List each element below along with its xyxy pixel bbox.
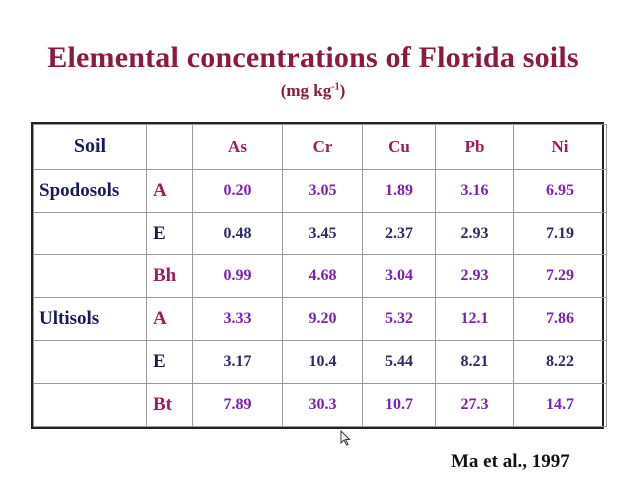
table-row: Bh 0.99 4.68 3.04 2.93 7.29 xyxy=(33,254,607,299)
header-element: As xyxy=(192,124,283,170)
value-cell: 27.3 xyxy=(435,383,514,427)
units-close: ) xyxy=(339,81,346,100)
units-exponent: -1 xyxy=(331,81,340,93)
units-subtitle: (mg kg-1) xyxy=(0,81,626,101)
soil-name xyxy=(33,383,147,427)
horizon-label: Bh xyxy=(146,254,193,299)
citation: Ma et al., 1997 xyxy=(451,451,570,472)
value-cell: 0.48 xyxy=(192,211,283,256)
value-cell: 4.68 xyxy=(282,254,363,299)
value-cell: 10.4 xyxy=(282,340,363,385)
value-cell: 3.05 xyxy=(282,168,363,213)
units-text: (mg kg xyxy=(280,81,332,100)
horizon-label: A xyxy=(146,168,193,213)
value-cell: 1.89 xyxy=(362,168,436,213)
value-cell: 3.45 xyxy=(282,211,363,256)
header-element: Cu xyxy=(362,124,436,170)
table-header-row: Soil As Cr Cu Pb Ni xyxy=(33,124,607,170)
value-cell: 30.3 xyxy=(282,383,363,427)
value-cell: 8.22 xyxy=(513,340,607,385)
value-cell: 12.1 xyxy=(435,297,514,342)
table-row: E 3.17 10.4 5.44 8.21 8.22 xyxy=(33,340,607,385)
soil-name xyxy=(33,211,147,256)
value-cell: 7.86 xyxy=(513,297,607,342)
value-cell: 5.44 xyxy=(362,340,436,385)
table-row: Bt 7.89 30.3 10.7 27.3 14.7 xyxy=(33,383,607,427)
value-cell: 3.17 xyxy=(192,340,283,385)
soil-name xyxy=(33,254,147,299)
value-cell: 3.33 xyxy=(192,297,283,342)
slide-title: Elemental concentrations of Florida soil… xyxy=(47,41,579,74)
horizon-label: Bt xyxy=(146,383,193,427)
value-cell: 7.29 xyxy=(513,254,607,299)
table-row: Spodosols A 0.20 3.05 1.89 3.16 6.95 xyxy=(33,168,607,213)
header-element: Pb xyxy=(435,124,514,170)
value-cell: 2.37 xyxy=(362,211,436,256)
header-element: Ni xyxy=(513,124,607,170)
value-cell: 2.93 xyxy=(435,254,514,299)
horizon-label: E xyxy=(146,340,193,385)
value-cell: 0.99 xyxy=(192,254,283,299)
value-cell: 8.21 xyxy=(435,340,514,385)
table-row: E 0.48 3.45 2.37 2.93 7.19 xyxy=(33,211,607,256)
value-cell: 9.20 xyxy=(282,297,363,342)
value-cell: 14.7 xyxy=(513,383,607,427)
value-cell: 3.04 xyxy=(362,254,436,299)
mouse-pointer-icon xyxy=(340,430,351,446)
header-soil: Soil xyxy=(33,124,147,170)
concentration-table: Soil As Cr Cu Pb Ni Spodosols A 0.20 3.0… xyxy=(31,122,607,429)
value-cell: 6.95 xyxy=(513,168,607,213)
header-horizon xyxy=(146,124,193,170)
table-row: Ultisols A 3.33 9.20 5.32 12.1 7.86 xyxy=(33,297,607,342)
value-cell: 0.20 xyxy=(192,168,283,213)
header-element: Cr xyxy=(282,124,363,170)
value-cell: 2.93 xyxy=(435,211,514,256)
value-cell: 7.19 xyxy=(513,211,607,256)
value-cell: 10.7 xyxy=(362,383,436,427)
value-cell: 7.89 xyxy=(192,383,283,427)
soil-name: Ultisols xyxy=(33,297,147,342)
value-cell: 3.16 xyxy=(435,168,514,213)
horizon-label: E xyxy=(146,211,193,256)
horizon-label: A xyxy=(146,297,193,342)
soil-name xyxy=(33,340,147,385)
soil-name: Spodosols xyxy=(33,168,147,213)
value-cell: 5.32 xyxy=(362,297,436,342)
